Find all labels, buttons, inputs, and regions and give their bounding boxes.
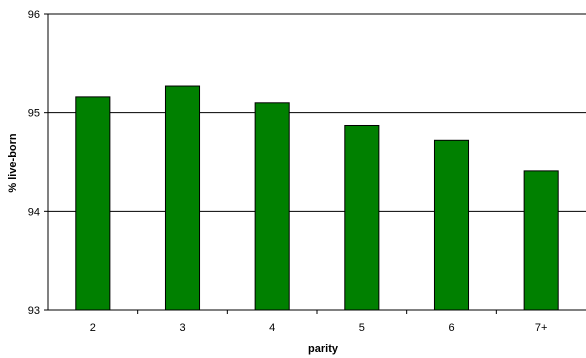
x-axis-title: parity [308,343,339,355]
x-tick-label: 4 [269,322,275,334]
y-tick-label: 96 [28,9,40,21]
x-tick-label: 5 [359,322,365,334]
bar-5 [344,124,380,311]
bar-7+ [523,170,559,311]
bars-group [75,85,559,311]
x-tick-label: 2 [90,322,96,334]
y-axis-title: % live-born [7,133,19,193]
y-tick-label: 94 [28,206,40,218]
bar-2 [75,96,111,311]
bar-3 [164,85,201,311]
x-tick-labels: 2 3 4 5 6 7+ [90,310,548,334]
axes [47,14,586,311]
x-tick-label: 3 [179,322,185,334]
y-tick-labels: 93 94 95 96 [28,9,48,317]
x-tick-label: 6 [448,322,454,334]
y-tick-label: 93 [28,305,40,317]
x-tick-label: 7+ [535,322,548,334]
gridlines [48,13,586,212]
bar-4 [254,102,290,311]
bar-6 [433,139,470,311]
y-tick-label: 95 [28,108,40,120]
